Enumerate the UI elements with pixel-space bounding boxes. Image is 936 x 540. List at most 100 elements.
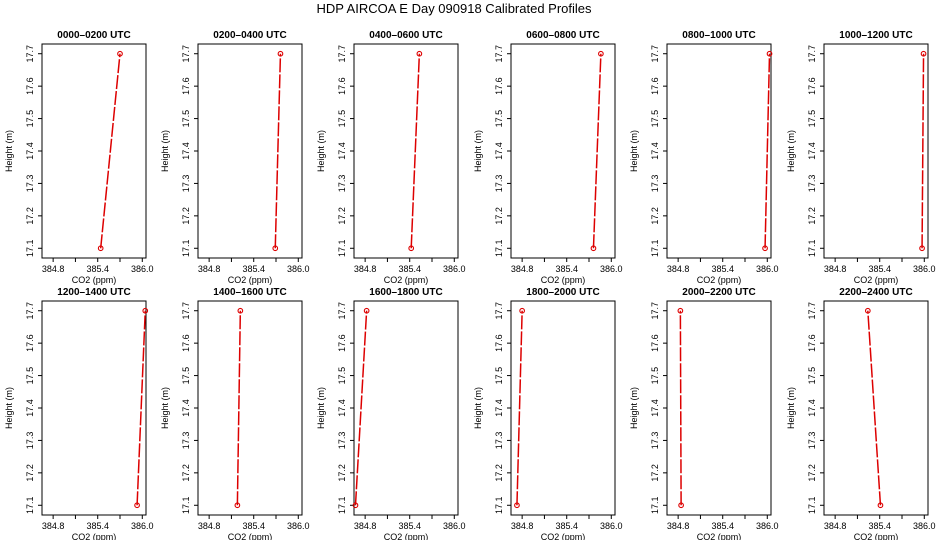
data-point: [678, 502, 684, 509]
x-tick-label: 384.8: [667, 264, 690, 274]
x-tick-label: 386.0: [287, 264, 310, 274]
x-tick-label: 386.0: [913, 521, 936, 531]
y-tick-label: 17.1: [650, 240, 660, 258]
panel-12: 2200–2400 UTC 384.8 385.4 386.0 17.1 17.2 17.3…: [786, 287, 936, 540]
x-tick-label: 386.0: [756, 264, 779, 274]
y-tick-label: 17.5: [337, 110, 347, 128]
profile-line: [136, 310, 147, 506]
y-tick-label: 17.2: [650, 464, 660, 482]
y-tick-label: 17.3: [494, 432, 504, 450]
data-point: [234, 502, 241, 509]
data-point: [590, 245, 597, 252]
x-tick-label: 384.8: [42, 264, 65, 274]
data-point: [134, 502, 140, 509]
y-axis-label: Height (m): [629, 130, 639, 172]
panel-10: 1800–2000 UTC 384.8 385.4 386.0 17.1 17.2 17.3…: [473, 287, 623, 540]
y-tick-label: 17.6: [494, 334, 504, 352]
data-point: [363, 307, 370, 314]
y-tick-label: 17.4: [650, 399, 660, 417]
y-tick-label: 17.7: [494, 302, 504, 320]
x-tick-label: 384.8: [354, 264, 377, 274]
x-axis-label: CO2 (ppm): [697, 532, 742, 540]
y-tick-label: 17.1: [494, 240, 504, 258]
y-tick-label: 17.2: [494, 464, 504, 482]
x-tick-label: 384.8: [42, 521, 65, 531]
data-point: [677, 307, 684, 314]
profile-line: [99, 53, 121, 249]
y-tick-label: 17.5: [650, 110, 660, 128]
x-tick-label: 385.4: [711, 521, 734, 531]
y-tick-label: 17.7: [337, 302, 347, 320]
plot-frame: [823, 300, 929, 516]
y-tick-label: 17.1: [337, 497, 347, 515]
data-point: [97, 245, 104, 252]
y-tick-label: 17.6: [181, 334, 191, 352]
y-tick-label: 17.1: [807, 497, 817, 515]
y-tick-label: 17.4: [494, 399, 504, 417]
plot-frame: [353, 300, 459, 516]
x-axis-label: CO2 (ppm): [72, 275, 117, 285]
data-point: [519, 307, 525, 314]
x-tick-label: 386.0: [600, 264, 623, 274]
y-tick-label: 17.2: [494, 207, 504, 225]
panel-title: 1000–1200 UTC: [839, 30, 912, 41]
x-tick-label: 385.4: [711, 264, 734, 274]
x-axis-label: CO2 (ppm): [384, 532, 429, 540]
y-tick-label: 17.1: [807, 240, 817, 258]
x-tick-label: 384.8: [824, 521, 847, 531]
x-tick-label: 385.4: [555, 521, 578, 531]
data-point: [598, 50, 604, 57]
plot-frame: [666, 300, 772, 516]
panel-3: 0400–0600 UTC 384.8 385.4 386.0 17.1 17.2 17.3…: [316, 30, 466, 285]
x-tick-label: 386.0: [913, 264, 936, 274]
y-axis-label: Height (m): [473, 130, 483, 172]
y-tick-label: 17.1: [494, 497, 504, 515]
y-tick-label: 17.4: [494, 142, 504, 160]
profile-line: [410, 53, 421, 249]
y-tick-label: 17.2: [807, 207, 817, 225]
y-tick-label: 17.7: [650, 45, 660, 63]
x-tick-label: 386.0: [443, 264, 466, 274]
panel-title: 1400–1600 UTC: [213, 287, 286, 298]
y-axis-label: Height (m): [629, 387, 639, 429]
y-axis-label: Height (m): [786, 130, 796, 172]
y-tick-label: 17.7: [807, 45, 817, 63]
y-tick-label: 17.6: [650, 334, 660, 352]
plot-frame: [197, 300, 303, 516]
y-tick-label: 17.6: [181, 77, 191, 95]
y-tick-label: 17.2: [181, 207, 191, 225]
panel-title: 0600–0800 UTC: [526, 30, 599, 41]
y-tick-label: 17.3: [650, 432, 660, 450]
data-point: [920, 50, 927, 57]
x-tick-label: 386.0: [443, 521, 466, 531]
y-tick-label: 17.6: [807, 77, 817, 95]
y-tick-label: 17.2: [650, 207, 660, 225]
panel-title: 1200–1400 UTC: [57, 287, 130, 298]
plot-frame: [197, 43, 303, 259]
y-tick-label: 17.6: [25, 334, 35, 352]
x-tick-label: 385.4: [242, 264, 265, 274]
panel-7: 1200–1400 UTC 384.8 385.4 386.0 17.1 17.2 17.3…: [4, 287, 154, 540]
y-tick-label: 17.5: [25, 367, 35, 385]
y-tick-label: 17.4: [807, 142, 817, 160]
profile-line: [354, 310, 368, 506]
panel-5: 0800–1000 UTC 384.8 385.4 386.0 17.1 17.2 17.3…: [629, 30, 779, 285]
panel-1: 0000–0200 UTC 384.8 385.4 386.0 17.1 17.2 17.3…: [4, 30, 154, 285]
x-axis-label: CO2 (ppm): [228, 532, 273, 540]
y-tick-label: 17.3: [650, 175, 660, 193]
plot-frame: [41, 300, 147, 516]
y-tick-label: 17.1: [25, 497, 35, 515]
y-tick-label: 17.7: [25, 302, 35, 320]
x-tick-label: 386.0: [756, 521, 779, 531]
plot-frame: [823, 43, 929, 259]
y-tick-label: 17.3: [181, 175, 191, 193]
x-axis-label: CO2 (ppm): [854, 275, 899, 285]
panel-8: 1400–1600 UTC 384.8 385.4 386.0 17.1 17.2 17.3…: [160, 287, 310, 540]
y-tick-label: 17.6: [25, 77, 35, 95]
y-axis-label: Height (m): [4, 387, 14, 429]
panel-4: 0600–0800 UTC 384.8 385.4 386.0 17.1 17.2 17.3…: [473, 30, 623, 285]
x-tick-label: 385.4: [398, 521, 421, 531]
y-tick-label: 17.7: [337, 45, 347, 63]
data-point: [237, 307, 244, 314]
